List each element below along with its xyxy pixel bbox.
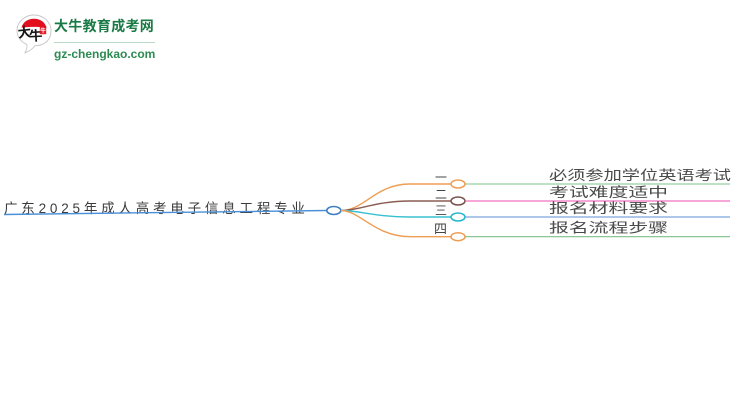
svg-text:一: 一 [435,169,447,186]
svg-text:四: 四 [434,219,447,238]
svg-text:报名流程步骤: 报名流程步骤 [549,217,668,237]
svg-text:二: 二 [435,186,447,203]
svg-text:三: 三 [435,202,447,219]
svg-text:报名材料要求: 报名材料要求 [549,197,669,217]
